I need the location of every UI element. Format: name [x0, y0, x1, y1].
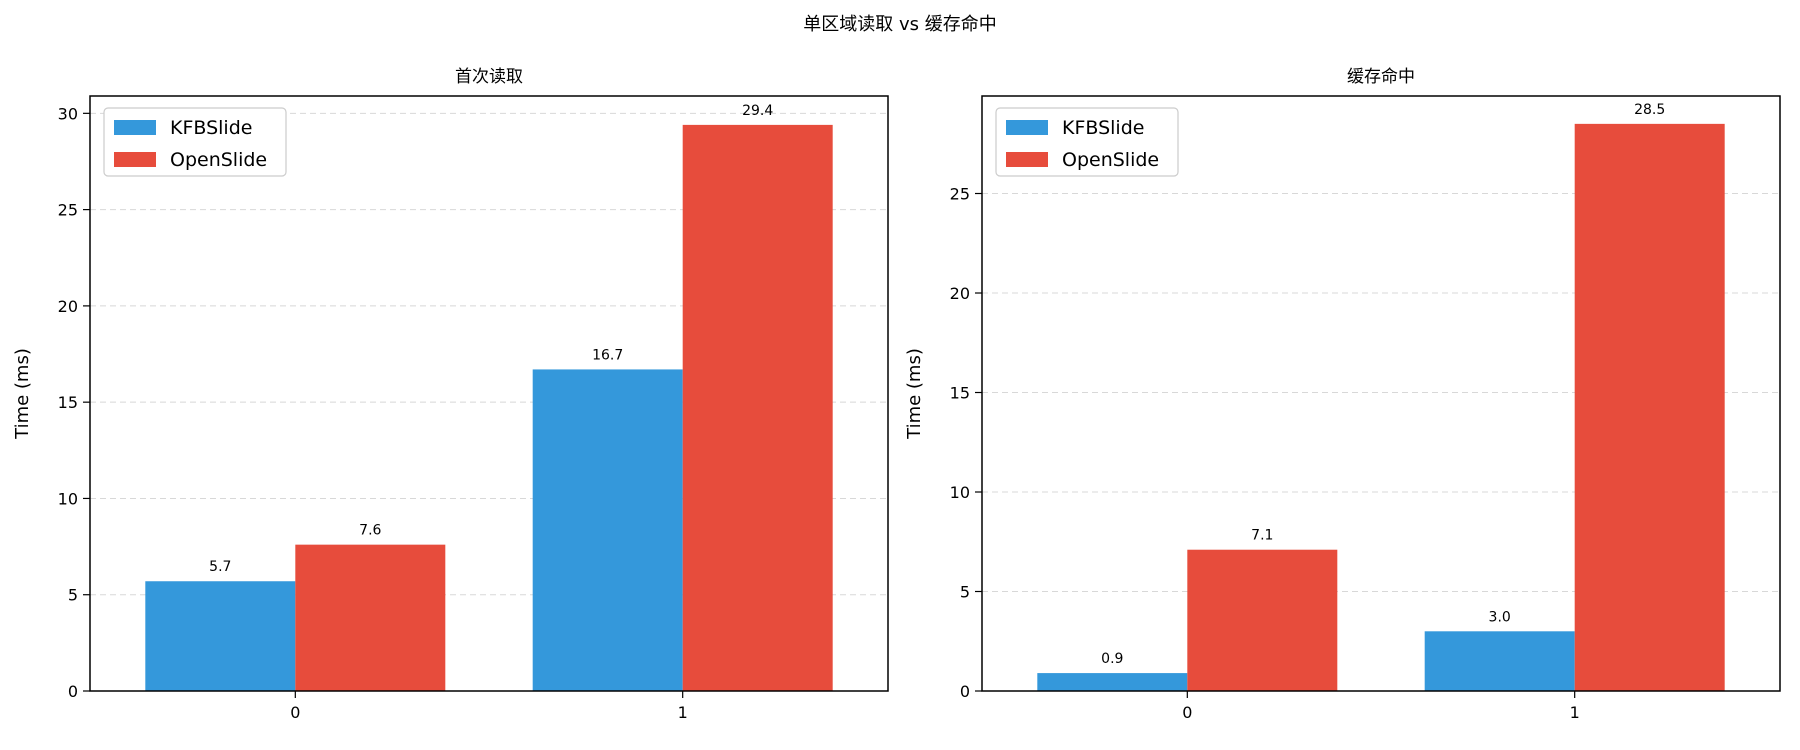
- legend-label-kfbslide: KFBSlide: [170, 117, 252, 139]
- data-label: 5.7: [209, 559, 231, 575]
- bar-openslide-1: [682, 124, 833, 692]
- axes-frame: [981, 95, 1781, 692]
- legend-label-openslide: OpenSlide: [170, 149, 267, 171]
- data-label: 7.1: [1251, 528, 1273, 544]
- data-label: 29.4: [742, 103, 773, 119]
- bar-kfbslide-1: [1424, 631, 1575, 691]
- figure-suptitle: 单区域读取 vs 缓存命中: [803, 14, 996, 35]
- bar-kfbslide-0: [145, 581, 296, 691]
- bar-kfbslide-1: [532, 369, 683, 691]
- y-tick-label: 20: [58, 297, 78, 316]
- bar-openslide-0: [1187, 549, 1338, 691]
- y-tick-label: 25: [58, 201, 78, 220]
- y-tick-label: 0: [960, 682, 970, 701]
- axes-frame: [89, 95, 889, 692]
- legend-swatch-kfbslide: [114, 120, 156, 135]
- legend-swatch-openslide: [1006, 152, 1048, 167]
- x-tick-label: 0: [1182, 703, 1192, 722]
- legend-swatch-openslide: [114, 152, 156, 167]
- y-tick-label: 30: [58, 104, 78, 123]
- legend-swatch-kfbslide: [1006, 120, 1048, 135]
- legend-label-openslide: OpenSlide: [1062, 149, 1159, 171]
- y-tick-label: 10: [950, 483, 970, 502]
- chart-panel-1: 5.7 16.7 7.6 29.4 0 5 10 15 20 25 30 0 1 首次读取 Time (ms…: [12, 67, 889, 722]
- y-tick-label: 15: [950, 384, 970, 403]
- data-label: 0.9: [1101, 651, 1123, 667]
- y-axis-label: Time (ms): [904, 348, 925, 440]
- x-tick-label: 0: [290, 703, 300, 722]
- bar-openslide-1: [1574, 123, 1725, 691]
- bar-openslide-0: [295, 544, 446, 691]
- legend: KFBSlide OpenSlide: [995, 107, 1179, 177]
- y-tick-label: 5: [960, 583, 970, 602]
- chart-panel-2: 0.9 3.0 7.1 28.5 0 5 10 15 20 25 0 1 缓存命中 Time (ms) KF…: [904, 67, 1781, 722]
- x-tick-label: 1: [678, 703, 688, 722]
- y-tick-label: 15: [58, 393, 78, 412]
- y-axis-label: Time (ms): [12, 348, 33, 440]
- y-tick-label: 0: [68, 682, 78, 701]
- data-label: 16.7: [592, 347, 623, 363]
- legend: KFBSlide OpenSlide: [103, 107, 287, 177]
- panel-title: 首次读取: [455, 67, 523, 87]
- x-tick-label: 1: [1570, 703, 1580, 722]
- bar-kfbslide-0: [1037, 673, 1188, 691]
- y-tick-label: 10: [58, 489, 78, 508]
- y-tick-label: 5: [68, 586, 78, 605]
- data-label: 3.0: [1489, 609, 1511, 625]
- data-label: 7.6: [359, 523, 381, 539]
- y-tick-label: 25: [950, 185, 970, 204]
- legend-label-kfbslide: KFBSlide: [1062, 117, 1144, 139]
- panel-title: 缓存命中: [1347, 67, 1415, 87]
- data-label: 28.5: [1634, 102, 1665, 118]
- y-tick-label: 20: [950, 284, 970, 303]
